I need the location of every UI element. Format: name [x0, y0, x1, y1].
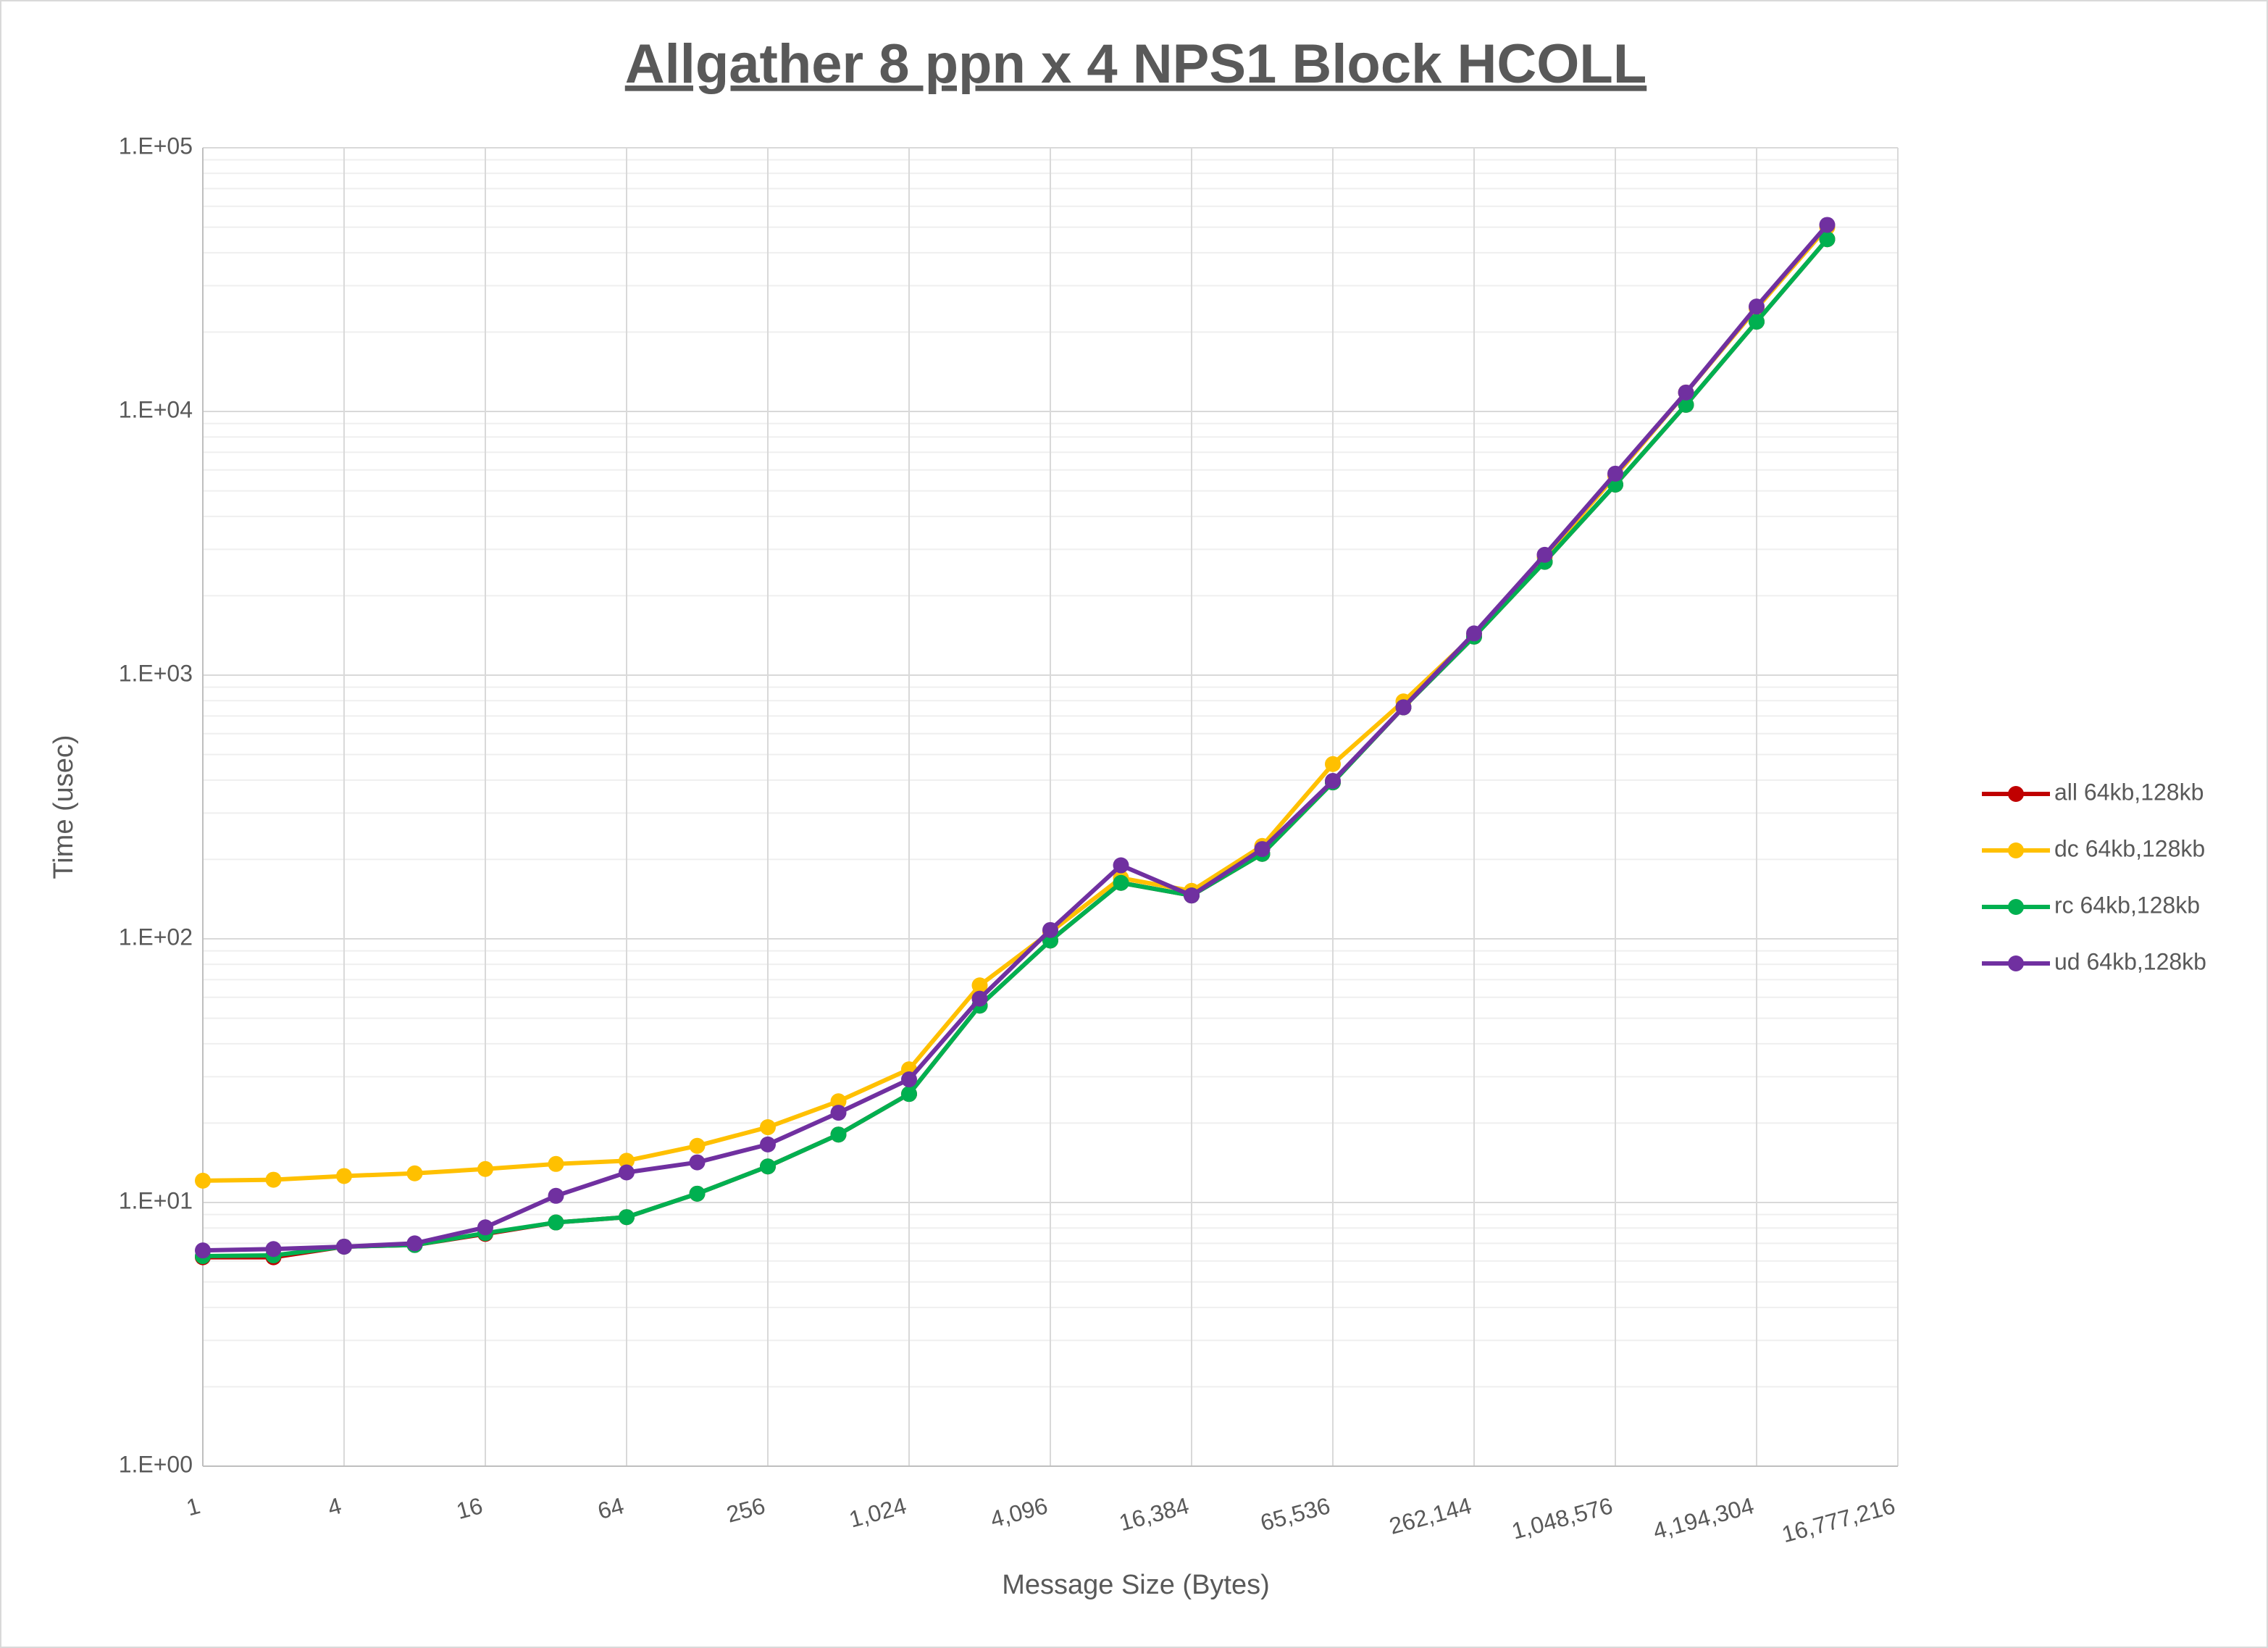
- data-point: [1395, 699, 1412, 716]
- data-point: [1466, 625, 1482, 642]
- data-point: [689, 1137, 706, 1154]
- data-point: [1113, 857, 1129, 874]
- x-axis-title: Message Size (Bytes): [1002, 1570, 1270, 1600]
- y-tick-label: 1.E+03: [119, 660, 193, 686]
- y-tick-label: 1.E+01: [119, 1187, 193, 1213]
- data-point: [195, 1242, 211, 1259]
- data-point: [901, 1071, 917, 1088]
- legend-label: dc 64kb,128kb: [2054, 835, 2205, 861]
- data-point: [477, 1160, 493, 1177]
- data-point: [265, 1241, 282, 1258]
- data-point: [195, 1172, 211, 1189]
- data-point: [1184, 887, 1200, 904]
- data-point: [1536, 546, 1553, 563]
- data-point: [1607, 465, 1623, 482]
- legend-label: ud 64kb,128kb: [2054, 948, 2206, 974]
- chart-title: Allgather 8 ppn x 4 NPS1 Block HCOLL: [625, 33, 1647, 95]
- data-point: [548, 1214, 564, 1231]
- data-point: [901, 1086, 917, 1103]
- y-tick-label: 1.E+04: [119, 396, 193, 422]
- data-point: [1325, 756, 1341, 772]
- legend-marker: [2008, 899, 2024, 915]
- data-point: [1113, 874, 1129, 891]
- data-point: [477, 1219, 493, 1236]
- series-line: [202, 223, 1829, 1253]
- legend-marker: [2008, 842, 2024, 858]
- data-point: [406, 1235, 423, 1252]
- y-tick-label: 1.E+05: [119, 133, 193, 159]
- data-point: [830, 1093, 847, 1110]
- data-point: [760, 1136, 776, 1153]
- data-point: [760, 1158, 776, 1175]
- y-tick-label: 1.E+00: [119, 1451, 193, 1477]
- legend-marker: [2008, 786, 2024, 802]
- data-point: [971, 990, 988, 1007]
- data-point: [1678, 396, 1694, 413]
- data-point: [830, 1105, 847, 1121]
- data-point: [1254, 841, 1271, 858]
- data-point: [1325, 773, 1341, 790]
- data-point: [619, 1153, 635, 1169]
- data-point: [548, 1187, 564, 1204]
- data-point: [406, 1165, 423, 1181]
- data-point: [1042, 921, 1058, 938]
- y-tick-label: 1.E+02: [119, 924, 193, 950]
- legend-marker: [2008, 955, 2024, 971]
- y-axis-title: Time (usec): [49, 735, 79, 879]
- data-point: [830, 1126, 847, 1143]
- data-point: [265, 1171, 282, 1188]
- data-point: [971, 977, 988, 994]
- data-point: [548, 1155, 564, 1172]
- data-point: [619, 1209, 635, 1226]
- series-line: [202, 238, 1829, 1259]
- legend-label: all 64kb,128kb: [2054, 779, 2204, 805]
- data-point: [1819, 217, 1836, 233]
- data-point: [760, 1119, 776, 1136]
- data-point: [1749, 298, 1765, 315]
- data-point: [619, 1164, 635, 1181]
- data-point: [1749, 314, 1765, 330]
- data-point: [336, 1168, 352, 1184]
- data-point: [689, 1154, 706, 1171]
- data-point: [1819, 231, 1836, 248]
- data-point: [689, 1185, 706, 1202]
- data-point: [1678, 384, 1694, 401]
- data-point: [336, 1238, 352, 1255]
- legend-label: rc 64kb,128kb: [2054, 892, 2200, 918]
